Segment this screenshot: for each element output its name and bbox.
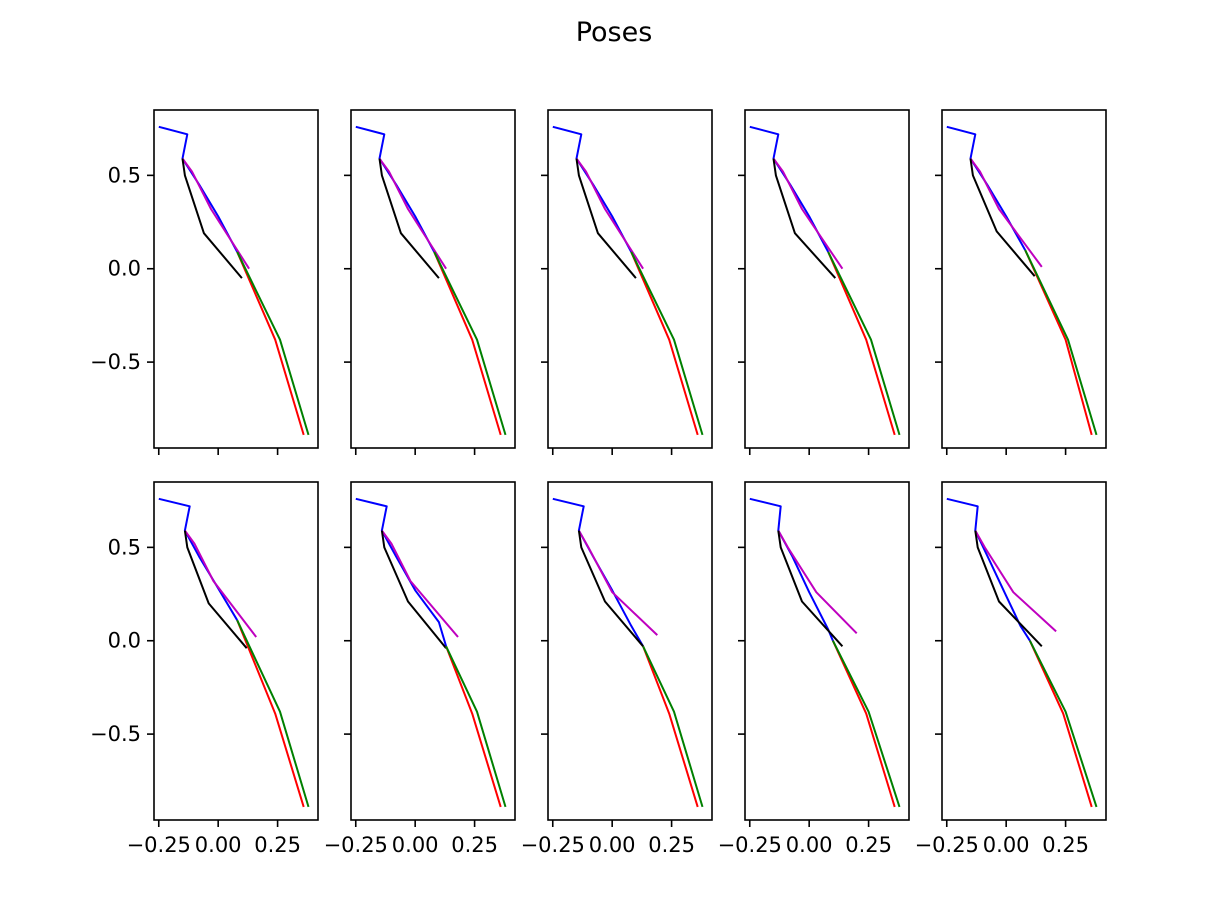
pose-line-red bbox=[630, 251, 699, 436]
pose-line-black bbox=[380, 530, 447, 649]
x-tick-label: 0.00 bbox=[983, 833, 1030, 857]
subplot-1-4 bbox=[738, 109, 910, 455]
y-tick-label: 0.0 bbox=[108, 257, 141, 281]
figure-title: Poses bbox=[576, 17, 653, 48]
pose-line-red bbox=[433, 251, 502, 436]
pose-line-magenta bbox=[974, 530, 1057, 633]
y-tick-label: −0.5 bbox=[90, 722, 141, 746]
pose-line-red bbox=[236, 619, 305, 808]
subplot-2-1: 0.5 0.0 −0.5 −0.25 0.00 0.25 bbox=[90, 481, 319, 857]
pose-line-black bbox=[378, 158, 440, 279]
pose-line-magenta bbox=[772, 158, 844, 270]
axes-frame bbox=[153, 481, 319, 821]
axes-frame bbox=[350, 481, 516, 821]
pose-line-green bbox=[630, 251, 704, 436]
pose-line-black bbox=[183, 530, 248, 649]
axes-frame bbox=[941, 481, 1107, 821]
pose-line-blue bbox=[158, 497, 239, 621]
pose-line-green bbox=[1024, 249, 1098, 436]
x-tick-label: −0.25 bbox=[324, 833, 388, 857]
axes-frame bbox=[153, 109, 319, 449]
x-tick-label: 0.25 bbox=[451, 833, 498, 857]
pose-line-magenta bbox=[381, 530, 459, 638]
pose-line-black bbox=[777, 530, 844, 647]
axes-frame bbox=[547, 481, 713, 821]
x-tick-label: 0.25 bbox=[845, 833, 892, 857]
pose-line-red bbox=[236, 251, 305, 436]
subplot-1-1: 0.5 0.0 −0.5 bbox=[90, 109, 319, 455]
pose-line-green bbox=[1029, 640, 1098, 808]
x-tick-label: 0.25 bbox=[254, 833, 301, 857]
pose-line-green bbox=[236, 251, 310, 436]
x-tick-label: −0.25 bbox=[521, 833, 585, 857]
axes-frame bbox=[744, 109, 910, 449]
x-tick-label: 0.25 bbox=[1042, 833, 1089, 857]
y-tick-label: −0.5 bbox=[90, 350, 141, 374]
x-tick-label: 0.00 bbox=[392, 833, 439, 857]
subplot-grid: 0.50.0−0.50.50.0−0.5−0.25 0.00 0.25 −0.25 0.… bbox=[90, 109, 1107, 857]
pose-line-black bbox=[772, 158, 837, 279]
pose-line-magenta bbox=[777, 530, 858, 635]
x-tick-label: −0.25 bbox=[718, 833, 782, 857]
pose-line-magenta bbox=[181, 158, 250, 270]
pose-line-magenta bbox=[184, 530, 257, 638]
y-tick-label: 0.0 bbox=[108, 629, 141, 653]
subplot-2-3: −0.25 0.00 0.25 bbox=[521, 481, 713, 857]
pose-line-green bbox=[433, 251, 507, 436]
y-tick-label: 0.5 bbox=[108, 163, 141, 187]
subplot-1-2 bbox=[344, 109, 516, 455]
pose-line-black bbox=[974, 530, 1043, 647]
pose-line-green bbox=[827, 251, 901, 436]
pose-line-magenta bbox=[575, 158, 644, 270]
subplot-2-4: −0.25 0.00 0.25 bbox=[718, 481, 910, 857]
axes-frame bbox=[547, 109, 713, 449]
x-tick-label: 0.00 bbox=[589, 833, 636, 857]
subplot-1-3 bbox=[541, 109, 713, 455]
subplot-2-5: −0.25 0.00 0.25 bbox=[915, 481, 1107, 857]
pose-line-black bbox=[575, 158, 637, 279]
subplot-1-5 bbox=[935, 109, 1107, 455]
pose-line-red bbox=[445, 645, 502, 808]
pose-line-green bbox=[642, 645, 704, 808]
pose-line-magenta bbox=[969, 158, 1043, 268]
pose-line-green bbox=[236, 619, 310, 808]
x-tick-label: −0.25 bbox=[915, 833, 979, 857]
pose-line-blue bbox=[355, 497, 448, 647]
pose-line-blue bbox=[946, 497, 1031, 642]
pose-line-green bbox=[445, 645, 507, 808]
y-tick-label: 0.5 bbox=[108, 535, 141, 559]
pose-line-magenta bbox=[378, 158, 447, 270]
axes-frame bbox=[744, 481, 910, 821]
x-tick-label: 0.25 bbox=[648, 833, 695, 857]
subplot-2-2: −0.25 0.00 0.25 bbox=[324, 481, 516, 857]
x-tick-label: 0.00 bbox=[195, 833, 242, 857]
pose-line-black bbox=[969, 158, 1036, 277]
pose-line-black bbox=[181, 158, 243, 279]
pose-line-magenta bbox=[578, 530, 658, 636]
pose-line-green bbox=[832, 640, 901, 808]
x-tick-label: 0.00 bbox=[786, 833, 833, 857]
pose-line-black bbox=[577, 530, 644, 647]
axes-frame bbox=[941, 109, 1107, 449]
axes-frame bbox=[350, 109, 516, 449]
pose-line-red bbox=[642, 645, 699, 808]
x-tick-label: −0.25 bbox=[127, 833, 191, 857]
pose-line-red bbox=[827, 251, 896, 436]
